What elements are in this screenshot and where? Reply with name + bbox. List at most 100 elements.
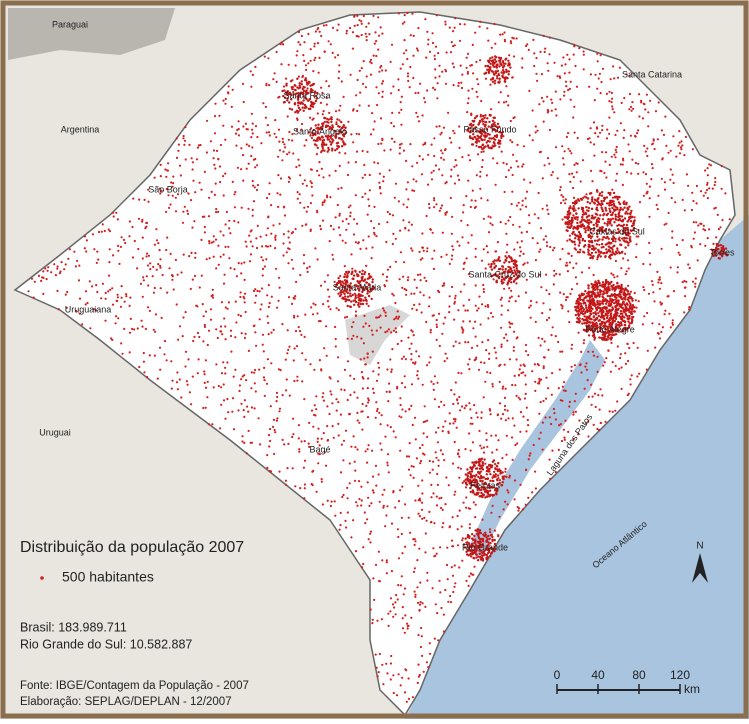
dot (426, 250, 429, 253)
dot (480, 416, 483, 419)
dot (663, 188, 667, 191)
dot (463, 480, 466, 483)
dot (366, 518, 369, 521)
dot (406, 279, 409, 282)
dot (451, 254, 454, 257)
dot (369, 73, 373, 76)
dot (406, 206, 409, 209)
dot (277, 155, 280, 158)
dot (587, 284, 590, 287)
dot (56, 267, 59, 270)
dot (598, 319, 601, 322)
dot (264, 105, 267, 108)
dot (544, 47, 547, 50)
dot (269, 427, 272, 431)
dot (421, 443, 424, 447)
dot (412, 178, 415, 181)
dot (683, 279, 686, 283)
dot (629, 220, 633, 223)
dot (354, 550, 358, 553)
dot (227, 85, 230, 88)
dot (374, 563, 378, 567)
dot (448, 311, 451, 314)
dot (610, 341, 613, 344)
dot (248, 144, 251, 147)
dot (494, 351, 497, 354)
dot (243, 297, 246, 300)
dot (337, 226, 341, 229)
dot (564, 63, 567, 66)
dot (624, 252, 627, 255)
dot (521, 199, 524, 202)
dot (260, 142, 263, 145)
dot (220, 386, 223, 389)
dot (541, 421, 545, 424)
dot (563, 436, 566, 439)
dot (120, 296, 123, 299)
dot (585, 205, 588, 209)
dot (410, 352, 413, 356)
dot (515, 337, 518, 340)
dot (286, 153, 289, 156)
dot (346, 511, 349, 514)
dot (449, 196, 452, 200)
dot (396, 342, 399, 346)
dot (511, 190, 514, 193)
dot (615, 311, 618, 314)
dot (84, 290, 88, 293)
dot (540, 96, 544, 100)
dot (525, 278, 528, 281)
dot (358, 305, 361, 308)
dot (253, 407, 256, 410)
dot (219, 180, 222, 184)
dot (528, 222, 531, 225)
dot (444, 503, 447, 506)
dot (316, 312, 319, 315)
dot (501, 33, 504, 36)
dot (492, 116, 495, 120)
dot (233, 193, 236, 196)
dot (498, 65, 501, 68)
dot (426, 89, 429, 92)
dot (441, 332, 444, 335)
dot (374, 31, 377, 34)
dot (229, 267, 232, 270)
dot (159, 266, 162, 269)
dot (602, 364, 605, 367)
dot (569, 80, 572, 83)
dot (107, 274, 111, 277)
dot (667, 295, 670, 298)
dot (241, 440, 244, 443)
dot (145, 275, 148, 278)
dot (608, 100, 611, 103)
dot (371, 246, 374, 249)
dot (184, 365, 187, 368)
dot (237, 120, 240, 123)
dot (600, 251, 603, 254)
dot (321, 146, 324, 150)
dot (305, 91, 308, 94)
dot (364, 450, 367, 453)
dot (222, 175, 225, 178)
dot (494, 138, 497, 141)
dot (444, 182, 447, 185)
dot (614, 259, 618, 263)
dot (410, 292, 413, 295)
dot (466, 111, 469, 114)
dot (563, 90, 566, 93)
dot (629, 240, 632, 243)
dot (692, 221, 695, 224)
dot (484, 121, 488, 124)
dot (343, 143, 346, 146)
dot (667, 151, 670, 154)
dot (631, 308, 634, 311)
dot (149, 268, 152, 271)
dot (601, 67, 605, 70)
dot (436, 381, 439, 384)
dot (178, 164, 182, 167)
dot (390, 331, 393, 334)
dot (297, 30, 301, 34)
dot (557, 340, 560, 344)
dot (300, 440, 303, 443)
dot (463, 283, 466, 286)
